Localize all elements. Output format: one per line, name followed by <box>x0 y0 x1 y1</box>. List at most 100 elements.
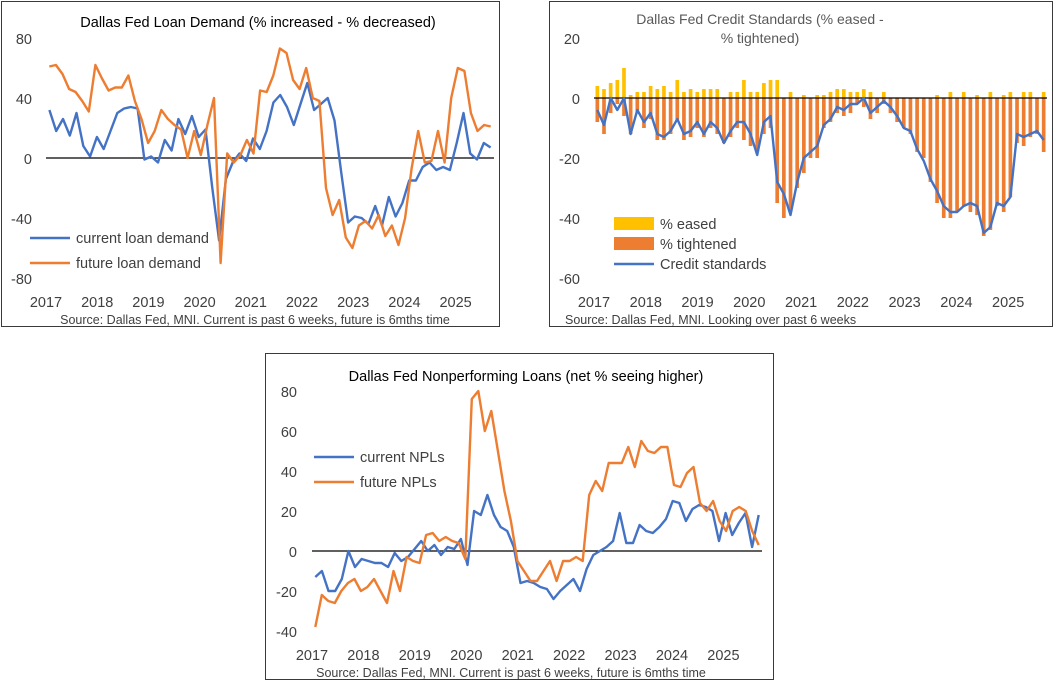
bar-tightened <box>835 98 839 113</box>
y-tick-label: -40 <box>11 212 32 228</box>
credit-standards-chart-panel: Dallas Fed Credit Standards (% eased -% … <box>549 1 1053 327</box>
bar-tightened <box>755 98 760 152</box>
bar-eased <box>861 89 866 98</box>
legend-label: current loan demand <box>76 231 209 247</box>
bar-tightened <box>622 98 626 116</box>
loan-demand-chart: Dallas Fed Loan Demand (% increased - % … <box>11 15 494 327</box>
bar-eased <box>615 80 620 98</box>
x-tick-label: 2019 <box>132 295 164 311</box>
bar-eased <box>642 92 646 98</box>
bar-tightened <box>702 98 706 137</box>
bar-eased <box>935 95 939 98</box>
bar-tightened <box>735 98 740 128</box>
bar-eased <box>855 92 859 98</box>
bar-tightened <box>742 98 746 140</box>
bar-tightened <box>1021 98 1026 146</box>
bar-tightened <box>795 98 800 188</box>
legend-label: future loan demand <box>76 256 201 272</box>
bar-eased <box>655 89 660 98</box>
bar-tightened <box>868 98 873 119</box>
bar-eased <box>848 92 853 98</box>
bar-tightened <box>1001 98 1006 212</box>
bar-tightened <box>955 98 959 212</box>
bar-eased <box>742 80 746 98</box>
legend-swatch <box>614 237 654 250</box>
x-tick-label: 2018 <box>630 295 662 311</box>
bar-eased <box>1041 92 1046 98</box>
bar-eased <box>881 92 886 98</box>
y-tick-label: 0 <box>24 152 32 168</box>
legend-label: % eased <box>660 217 716 233</box>
bar-eased <box>695 92 700 98</box>
bar-tightened <box>841 98 846 116</box>
bar-eased <box>1021 92 1026 98</box>
bar-tightened <box>615 98 620 104</box>
bar-tightened <box>695 98 700 128</box>
chart-title: Dallas Fed Nonperforming Loans (net % se… <box>349 369 704 385</box>
bar-eased <box>708 89 713 98</box>
y-tick-label: -20 <box>276 585 297 601</box>
y-tick-label: -40 <box>276 625 297 641</box>
bar-tightened <box>662 98 666 140</box>
x-tick-label: 2020 <box>183 295 215 311</box>
bar-tightened <box>748 98 753 146</box>
x-tick-label: 2017 <box>30 295 62 311</box>
bar-tightened <box>675 98 680 122</box>
bar-tightened <box>821 98 826 128</box>
bar-eased <box>1008 92 1013 98</box>
bar-tightened <box>782 98 786 218</box>
bar-tightened <box>728 98 733 137</box>
bar-tightened <box>981 98 986 236</box>
bar-eased <box>635 92 640 98</box>
bar-tightened <box>815 98 820 158</box>
y-tick-label: 0 <box>289 545 297 561</box>
bar-eased <box>768 80 773 98</box>
bar-tightened <box>715 98 720 134</box>
y-tick-label: -80 <box>11 272 32 288</box>
series-line-current-loan-demand <box>48 81 492 242</box>
bar-tightened <box>682 98 686 140</box>
bar-eased <box>988 92 993 98</box>
bar-eased <box>961 92 966 98</box>
bar-eased <box>762 83 766 98</box>
chart-title: Dallas Fed Loan Demand (% increased - % … <box>80 15 435 31</box>
x-tick-label: 2022 <box>286 295 318 311</box>
y-tick-label: -60 <box>559 272 580 288</box>
bar-eased <box>662 86 666 98</box>
bar-tightened <box>941 98 946 218</box>
bar-eased <box>595 86 600 98</box>
bar-eased <box>821 95 826 98</box>
x-tick-label: 2021 <box>235 295 267 311</box>
chart-source-note: Source: Dallas Fed, MNI. Looking over pa… <box>565 313 856 327</box>
bar-tightened <box>948 98 953 218</box>
bar-eased <box>715 89 720 98</box>
bar-tightened <box>1035 98 1039 134</box>
bar-tightened <box>861 98 866 107</box>
bar-tightened <box>1008 98 1013 197</box>
bar-eased <box>755 92 760 98</box>
bar-tightened <box>895 98 899 122</box>
bar-eased <box>735 92 740 98</box>
bar-tightened <box>988 98 993 230</box>
bar-tightened <box>995 98 999 206</box>
legend-label: Credit standards <box>660 257 766 273</box>
nonperforming-loans-chart-panel: Dallas Fed Nonperforming Loans (net % se… <box>265 353 774 680</box>
chart-title: Dallas Fed Credit Standards (% eased -% … <box>636 11 884 46</box>
legend-swatch <box>614 217 654 230</box>
bar-eased <box>788 92 793 98</box>
bar-eased <box>748 92 753 98</box>
bar-eased <box>948 92 953 98</box>
nonperforming-loans-chart: Dallas Fed Nonperforming Loans (net % se… <box>276 369 762 680</box>
series-line-future-npls <box>314 389 760 628</box>
x-tick-label: 2018 <box>81 295 113 311</box>
bar-tightened <box>935 98 939 203</box>
x-tick-label: 2017 <box>296 648 328 664</box>
bar-tightened <box>975 98 979 215</box>
bar-tightened <box>1041 98 1046 152</box>
bar-eased <box>668 92 673 98</box>
bar-tightened <box>915 98 919 152</box>
bar-tightened <box>802 98 806 173</box>
y-tick-label: 80 <box>281 385 297 401</box>
x-tick-label: 2023 <box>604 648 636 664</box>
bar-tightened <box>688 98 693 137</box>
